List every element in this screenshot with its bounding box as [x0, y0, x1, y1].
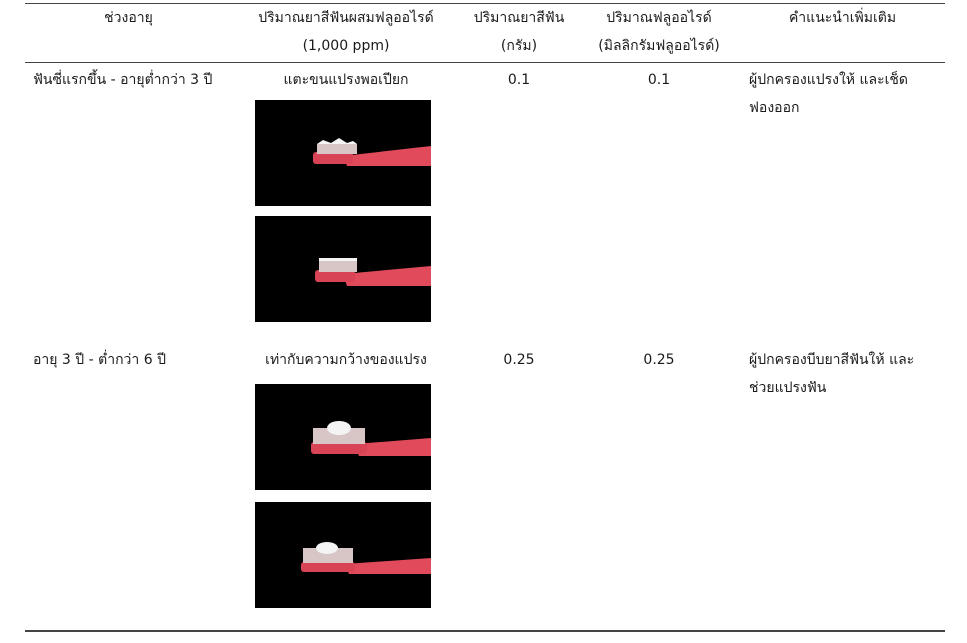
- header-fluoride-line2: (มิลลิกรัมฟลูออไรด์): [598, 38, 720, 54]
- row-age-range: อายุ 3 ปี - ต่ำกว่า 6 ปี: [33, 352, 166, 368]
- row-paste-grams: 0.25: [503, 352, 535, 368]
- row-age-range: ฟันซี่แรกขึ้น - อายุต่ำกว่า 3 ปี: [33, 72, 213, 88]
- header-age-range: ช่วงอายุ: [104, 10, 153, 26]
- toothbrush-smear-side-photo: [255, 216, 431, 322]
- toothbrush-pea-side-photo: [255, 502, 431, 608]
- header-paste-amount-line2: (1,000 ppm): [302, 38, 390, 54]
- header-paste-grams-line2: (กรัม): [500, 38, 538, 54]
- toothbrush-pea-side-image: [301, 542, 431, 574]
- row-advice-line2: ช่วยแปรงฟัน: [749, 380, 827, 396]
- row-fluoride-mg: 0.25: [643, 352, 675, 368]
- header-advice: คำแนะนำเพิ่มเติม: [788, 10, 897, 26]
- toothbrush-smear-top-photo: [255, 100, 431, 206]
- header-bottom-rule: [25, 62, 945, 63]
- toothbrush-pea-top-image: [311, 421, 431, 456]
- header-paste-grams: ปริมาณยาสีฟัน (กรัม): [460, 4, 578, 60]
- row-advice-line2: ฟองออก: [749, 100, 800, 116]
- header-paste-amount: ปริมาณยาสีฟันผสมฟลูออไรด์ (1,000 ppm): [232, 4, 460, 60]
- table-top-rule: [25, 3, 945, 4]
- row-paste-amount: แตะขนแปรงพอเปียก: [283, 72, 409, 88]
- header-fluoride-line1: ปริมาณฟลูออไรด์: [606, 10, 712, 26]
- row-advice: ผู้ปกครองแปรงให้ และเช็ด ฟองออก: [749, 66, 945, 122]
- row-advice: ผู้ปกครองบีบยาสีฟันให้ และ ช่วยแปรงฟัน: [749, 346, 945, 402]
- toothbrush-smear-top-image: [313, 138, 431, 166]
- header-fluoride: ปริมาณฟลูออไรด์ (มิลลิกรัมฟลูออไรด์): [578, 4, 740, 60]
- row-fluoride-mg: 0.1: [647, 72, 671, 88]
- row-paste-amount: เท่ากับความกว้างของแปรง: [265, 352, 427, 368]
- row-advice-line1: ผู้ปกครองบีบยาสีฟันให้ และ: [749, 352, 915, 368]
- header-paste-grams-line1: ปริมาณยาสีฟัน: [473, 10, 565, 26]
- row-paste-grams: 0.1: [507, 72, 531, 88]
- table-bottom-rule: [25, 630, 945, 632]
- toothbrush-smear-side-image: [315, 258, 431, 286]
- toothbrush-pea-top-photo: [255, 384, 431, 490]
- header-paste-amount-line1: ปริมาณยาสีฟันผสมฟลูออไรด์: [258, 10, 434, 26]
- row-advice-line1: ผู้ปกครองแปรงให้ และเช็ด: [749, 72, 908, 88]
